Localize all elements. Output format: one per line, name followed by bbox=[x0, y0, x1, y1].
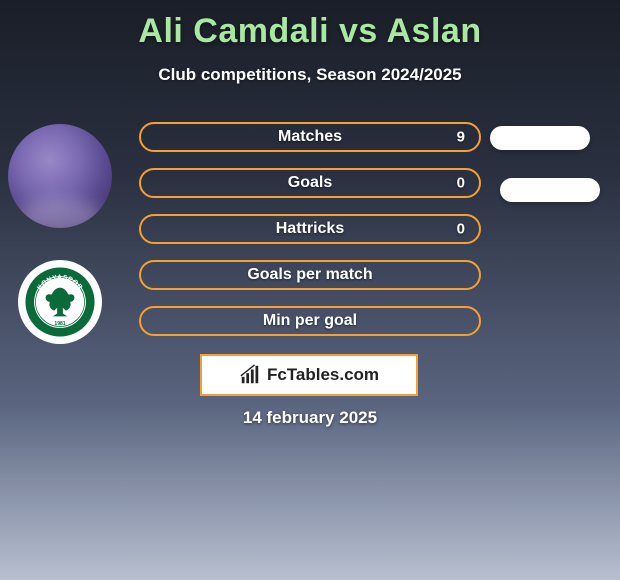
club-logo: KONYASPOR 1981 bbox=[18, 260, 102, 344]
stats-list: Matches 9 Goals 0 Hattricks 0 Goals per … bbox=[139, 122, 481, 352]
stat-label: Goals per match bbox=[247, 266, 372, 284]
stat-row-goals: Goals 0 bbox=[139, 168, 481, 198]
stat-row-min-per-goal: Min per goal bbox=[139, 306, 481, 336]
club-badge-icon: KONYASPOR 1981 bbox=[24, 266, 96, 338]
page-subtitle: Club competitions, Season 2024/2025 bbox=[0, 65, 620, 85]
stat-label: Min per goal bbox=[263, 312, 357, 330]
stat-row-matches: Matches 9 bbox=[139, 122, 481, 152]
stat-value: 9 bbox=[457, 129, 465, 146]
stat-label: Goals bbox=[288, 174, 332, 192]
stat-row-goals-per-match: Goals per match bbox=[139, 260, 481, 290]
brand-badge[interactable]: FcTables.com bbox=[200, 354, 418, 396]
club-year-text: 1981 bbox=[54, 321, 65, 327]
date-text: 14 february 2025 bbox=[0, 408, 620, 428]
chart-icon bbox=[239, 364, 261, 386]
stat-label: Hattricks bbox=[276, 220, 344, 238]
stat-row-hattricks: Hattricks 0 bbox=[139, 214, 481, 244]
page-title: Ali Camdali vs Aslan bbox=[0, 0, 620, 51]
player-avatar bbox=[8, 124, 112, 228]
brand-text: FcTables.com bbox=[267, 365, 379, 385]
comparison-pill bbox=[500, 178, 600, 202]
stat-label: Matches bbox=[278, 128, 342, 146]
comparison-pill bbox=[490, 126, 590, 150]
stat-value: 0 bbox=[457, 221, 465, 238]
stat-value: 0 bbox=[457, 175, 465, 192]
